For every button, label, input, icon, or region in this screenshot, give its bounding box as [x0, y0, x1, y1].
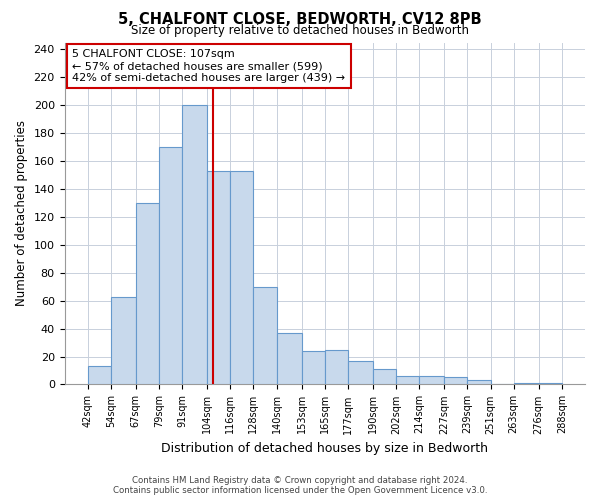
Text: Contains HM Land Registry data © Crown copyright and database right 2024.
Contai: Contains HM Land Registry data © Crown c…	[113, 476, 487, 495]
Bar	[302, 351, 325, 384]
Bar	[207, 171, 230, 384]
Bar	[444, 378, 467, 384]
Bar	[182, 106, 207, 384]
Text: Size of property relative to detached houses in Bedworth: Size of property relative to detached ho…	[131, 24, 469, 37]
Bar	[373, 369, 396, 384]
Bar	[348, 360, 373, 384]
Text: 5, CHALFONT CLOSE, BEDWORTH, CV12 8PB: 5, CHALFONT CLOSE, BEDWORTH, CV12 8PB	[118, 12, 482, 28]
Bar	[136, 203, 159, 384]
Bar	[277, 333, 302, 384]
Bar	[467, 380, 491, 384]
Bar	[88, 366, 111, 384]
Bar	[514, 383, 539, 384]
Bar	[230, 171, 253, 384]
Bar	[159, 147, 182, 384]
X-axis label: Distribution of detached houses by size in Bedworth: Distribution of detached houses by size …	[161, 442, 488, 455]
Bar	[325, 350, 348, 384]
Bar	[396, 376, 419, 384]
Y-axis label: Number of detached properties: Number of detached properties	[15, 120, 28, 306]
Bar	[539, 383, 562, 384]
Text: 5 CHALFONT CLOSE: 107sqm
← 57% of detached houses are smaller (599)
42% of semi-: 5 CHALFONT CLOSE: 107sqm ← 57% of detach…	[72, 50, 346, 82]
Bar	[253, 286, 277, 384]
Bar	[111, 296, 136, 384]
Bar	[419, 376, 444, 384]
